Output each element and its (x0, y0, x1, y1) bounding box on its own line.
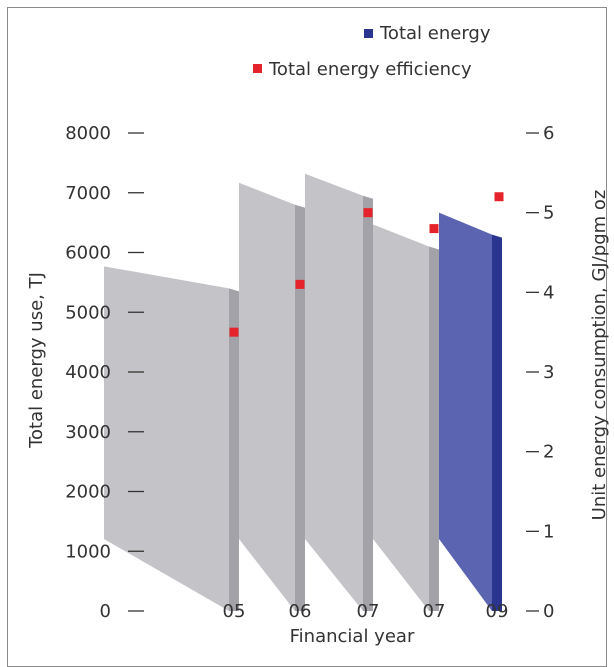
legend-label-total-energy: Total energy (379, 23, 491, 44)
left-tick-label: 6000 (65, 243, 111, 264)
x-tick-label: 06 (289, 601, 312, 622)
right-tick-label: 5 (543, 203, 554, 224)
bar-side (492, 234, 502, 611)
bars-layer (104, 173, 502, 612)
marker-point (295, 279, 305, 289)
right-tick-label: 6 (543, 123, 554, 144)
markers-layer (229, 192, 504, 337)
legend-swatch-efficiency (253, 64, 262, 73)
bar (305, 173, 373, 612)
legend: Total energy Total energy efficiency (253, 23, 491, 80)
legend-label-efficiency: Total energy efficiency (268, 59, 472, 80)
bar (373, 224, 439, 611)
right-tick-label: 2 (543, 442, 554, 463)
y-axis-title: Total energy use, TJ (26, 272, 47, 449)
left-tick-label: 5000 (65, 302, 111, 323)
bar-side (295, 204, 305, 611)
bar (439, 212, 502, 611)
right-axis: 0 1 2 3 4 5 6 (526, 123, 554, 622)
marker-point (363, 208, 373, 218)
marker-point (429, 224, 439, 234)
left-tick-label: 0 (100, 601, 111, 622)
bar-face (305, 173, 363, 612)
bar-face (239, 182, 295, 611)
left-tick-label: 4000 (65, 362, 111, 383)
x-axis: 05 06 07 07 09 (223, 601, 509, 622)
marker-point (229, 327, 239, 337)
left-tick-label: 7000 (65, 183, 111, 204)
right-tick-label: 3 (543, 362, 554, 383)
marker-point (494, 192, 504, 202)
right-tick-label: 0 (543, 601, 554, 622)
x-axis-title: Financial year (290, 626, 415, 647)
bar-face (439, 212, 492, 611)
right-tick-label: 1 (543, 521, 554, 542)
bar-side (363, 195, 373, 612)
x-tick-label: 09 (486, 601, 509, 622)
bar (104, 266, 239, 611)
left-tick-label: 1000 (65, 541, 111, 562)
bar-side (429, 246, 439, 611)
left-tick-label: 8000 (65, 123, 111, 144)
x-tick-label: 07 (357, 601, 380, 622)
bar-face (373, 224, 429, 611)
left-tick-label: 3000 (65, 422, 111, 443)
x-tick-label: 07 (423, 601, 446, 622)
x-tick-label: 05 (223, 601, 246, 622)
bar-face (104, 266, 229, 611)
left-axis: 0 1000 2000 3000 4000 5000 6000 7000 8000 (65, 123, 144, 622)
left-tick-label: 2000 (65, 482, 111, 503)
right-tick-label: 4 (543, 282, 554, 303)
bar (239, 182, 305, 611)
y2-axis-title: Unit energy consumption, GJ/pgm oz (589, 190, 610, 521)
legend-swatch-total-energy (364, 29, 373, 38)
bar-side (229, 288, 239, 611)
